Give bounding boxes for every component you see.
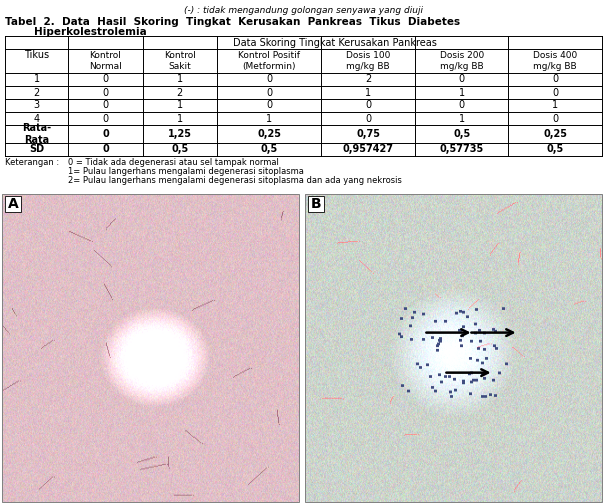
Text: 0: 0	[365, 100, 371, 110]
Text: 2: 2	[177, 88, 183, 97]
Text: 0: 0	[552, 113, 558, 123]
Text: Hiperkolestrolemia: Hiperkolestrolemia	[5, 27, 147, 37]
Text: Keterangan :: Keterangan :	[5, 158, 59, 167]
Text: 0: 0	[103, 113, 109, 123]
Text: 0: 0	[552, 88, 558, 97]
Text: 1: 1	[459, 113, 465, 123]
Text: 1: 1	[459, 88, 465, 97]
Text: 3: 3	[33, 100, 39, 110]
Text: Kontrol
Sakit: Kontrol Sakit	[164, 51, 195, 71]
Text: 0: 0	[552, 75, 558, 85]
Text: 1,25: 1,25	[168, 129, 192, 139]
Text: 1= Pulau langerhans mengalami degenerasi sitoplasma: 1= Pulau langerhans mengalami degenerasi…	[68, 167, 304, 176]
Text: 0,5: 0,5	[547, 145, 564, 155]
Text: Data Skoring Tingkat Kerusakan Pankreas: Data Skoring Tingkat Kerusakan Pankreas	[233, 37, 437, 47]
Text: 4: 4	[33, 113, 39, 123]
Text: 2: 2	[33, 88, 40, 97]
Text: 1: 1	[177, 100, 183, 110]
Text: 0: 0	[103, 75, 109, 85]
Text: Kontrol Positif
(Metformin): Kontrol Positif (Metformin)	[238, 51, 300, 71]
Text: Dosis 100
mg/kg BB: Dosis 100 mg/kg BB	[346, 51, 390, 71]
Text: 0: 0	[266, 88, 272, 97]
Text: 0 = Tidak ada degenerasi atau sel tampak normal: 0 = Tidak ada degenerasi atau sel tampak…	[68, 158, 279, 167]
Text: 0,57735: 0,57735	[439, 145, 484, 155]
Text: 1: 1	[365, 88, 371, 97]
Text: 0: 0	[103, 100, 109, 110]
Text: 0,957427: 0,957427	[343, 145, 394, 155]
Text: 0: 0	[102, 129, 109, 139]
Text: 0: 0	[102, 145, 109, 155]
Text: 0,5: 0,5	[453, 129, 470, 139]
Text: Tikus: Tikus	[24, 49, 49, 59]
Text: 1: 1	[552, 100, 558, 110]
Text: 0: 0	[365, 113, 371, 123]
Text: Tabel  2.  Data  Hasil  Skoring  Tingkat  Kerusakan  Pankreas  Tikus  Diabetes: Tabel 2. Data Hasil Skoring Tingkat Keru…	[5, 17, 460, 27]
Text: 0: 0	[266, 100, 272, 110]
Text: 1: 1	[177, 75, 183, 85]
Text: 1: 1	[33, 75, 39, 85]
Text: 0,5: 0,5	[260, 145, 278, 155]
Text: B: B	[311, 197, 321, 211]
Text: 2: 2	[365, 75, 371, 85]
Bar	[5, 196, 21, 212]
Text: 0,25: 0,25	[257, 129, 281, 139]
Text: 2= Pulau langerhans mengalami degenerasi sitoplasma dan ada yang nekrosis: 2= Pulau langerhans mengalami degenerasi…	[68, 176, 402, 185]
Text: 0: 0	[459, 75, 465, 85]
Bar	[2, 194, 299, 502]
Text: 0: 0	[266, 75, 272, 85]
Text: 0: 0	[103, 88, 109, 97]
Text: (-) : tidak mengandung golongan senyawa yang diuji: (-) : tidak mengandung golongan senyawa …	[183, 6, 422, 15]
Text: 0,75: 0,75	[356, 129, 380, 139]
Text: 0,25: 0,25	[543, 129, 567, 139]
Text: A: A	[8, 197, 18, 211]
Text: Dosis 200
mg/kg BB: Dosis 200 mg/kg BB	[439, 51, 484, 71]
Text: 0: 0	[459, 100, 465, 110]
Text: SD: SD	[29, 145, 44, 155]
Text: 1: 1	[266, 113, 272, 123]
Text: Kontrol
Normal: Kontrol Normal	[89, 51, 122, 71]
Bar	[308, 196, 324, 212]
Text: Dosis 400
mg/kg BB: Dosis 400 mg/kg BB	[533, 51, 577, 71]
Text: 1: 1	[177, 113, 183, 123]
Text: 0,5: 0,5	[171, 145, 188, 155]
Text: Rata-
Rata: Rata- Rata	[22, 123, 51, 145]
Bar	[305, 194, 602, 502]
